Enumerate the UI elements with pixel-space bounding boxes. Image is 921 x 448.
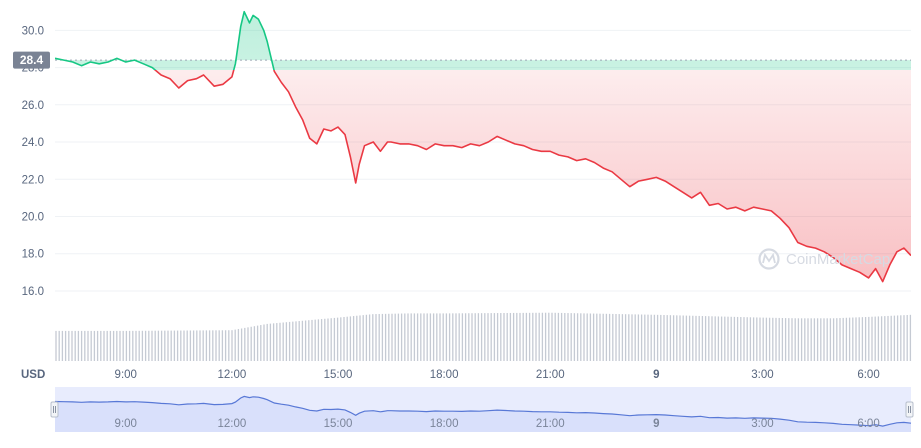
y-tick-label: 20.0 [22,211,44,223]
x-tick-label: 9 [653,369,659,381]
navigator-handle-right[interactable] [905,401,914,418]
y-tick-label: 22.0 [22,174,44,186]
area-above-reference [55,11,911,70]
x-tick-label: 3:00 [751,369,773,381]
price-area-fill [55,11,911,282]
volume-bars [55,312,912,361]
currency-label: USD [21,369,45,381]
navigator-tick-label: 6:00 [857,418,879,430]
y-tick-label: 30.0 [22,25,44,37]
navigator-handle-left-grip[interactable] [50,401,59,418]
navigator-tick-label: 3:00 [751,418,773,430]
navigator-tick-label: 9:00 [115,418,137,430]
x-tick-label: 6:00 [857,369,879,381]
reference-price-label: 28.4 [20,53,44,67]
navigator-tick-label: 9 [653,418,659,430]
navigator-tick-label: 21:00 [536,418,565,430]
x-tick-label: 12:00 [217,369,246,381]
navigator-x-labels: 9:00 12:00 15:00 18:00 21:00 9 3:00 6:00 [115,418,880,430]
navigator-tick-label: 12:00 [217,418,246,430]
navigator-handle-right-grip[interactable] [905,401,914,418]
navigator-handle-left[interactable] [50,401,59,418]
navigator-area [55,396,911,432]
navigator-tick-label: 15:00 [324,418,353,430]
watermark-text: CoinMarketCap [786,251,890,268]
price-line-down [153,70,911,283]
watermark: CoinMarketCap [758,248,890,270]
x-tick-label: 15:00 [324,369,353,381]
coinmarketcap-logo-mark-icon [762,252,776,264]
y-tick-label: 18.0 [22,249,44,261]
x-tick-label: 9:00 [115,369,137,381]
y-tick-label: 26.0 [22,100,44,112]
area-below-reference [155,70,911,282]
y-tick-label: 24.0 [22,137,44,149]
navigator-tick-label: 18:00 [430,418,459,430]
navigator-line [54,395,912,427]
coinmarketcap-logo-icon [758,248,780,270]
x-tick-label: 21:00 [536,369,565,381]
price-line [55,10,911,283]
reference-price-tag: 28.4 [13,51,50,69]
x-axis-labels: 9:00 12:00 15:00 18:00 21:00 9 3:00 6:00 [115,369,880,381]
x-tick-label: 18:00 [430,369,459,381]
navigator[interactable]: 9:00 12:00 15:00 18:00 21:00 9 3:00 6:00 [50,387,914,432]
y-tick-label: 16.0 [22,286,44,298]
